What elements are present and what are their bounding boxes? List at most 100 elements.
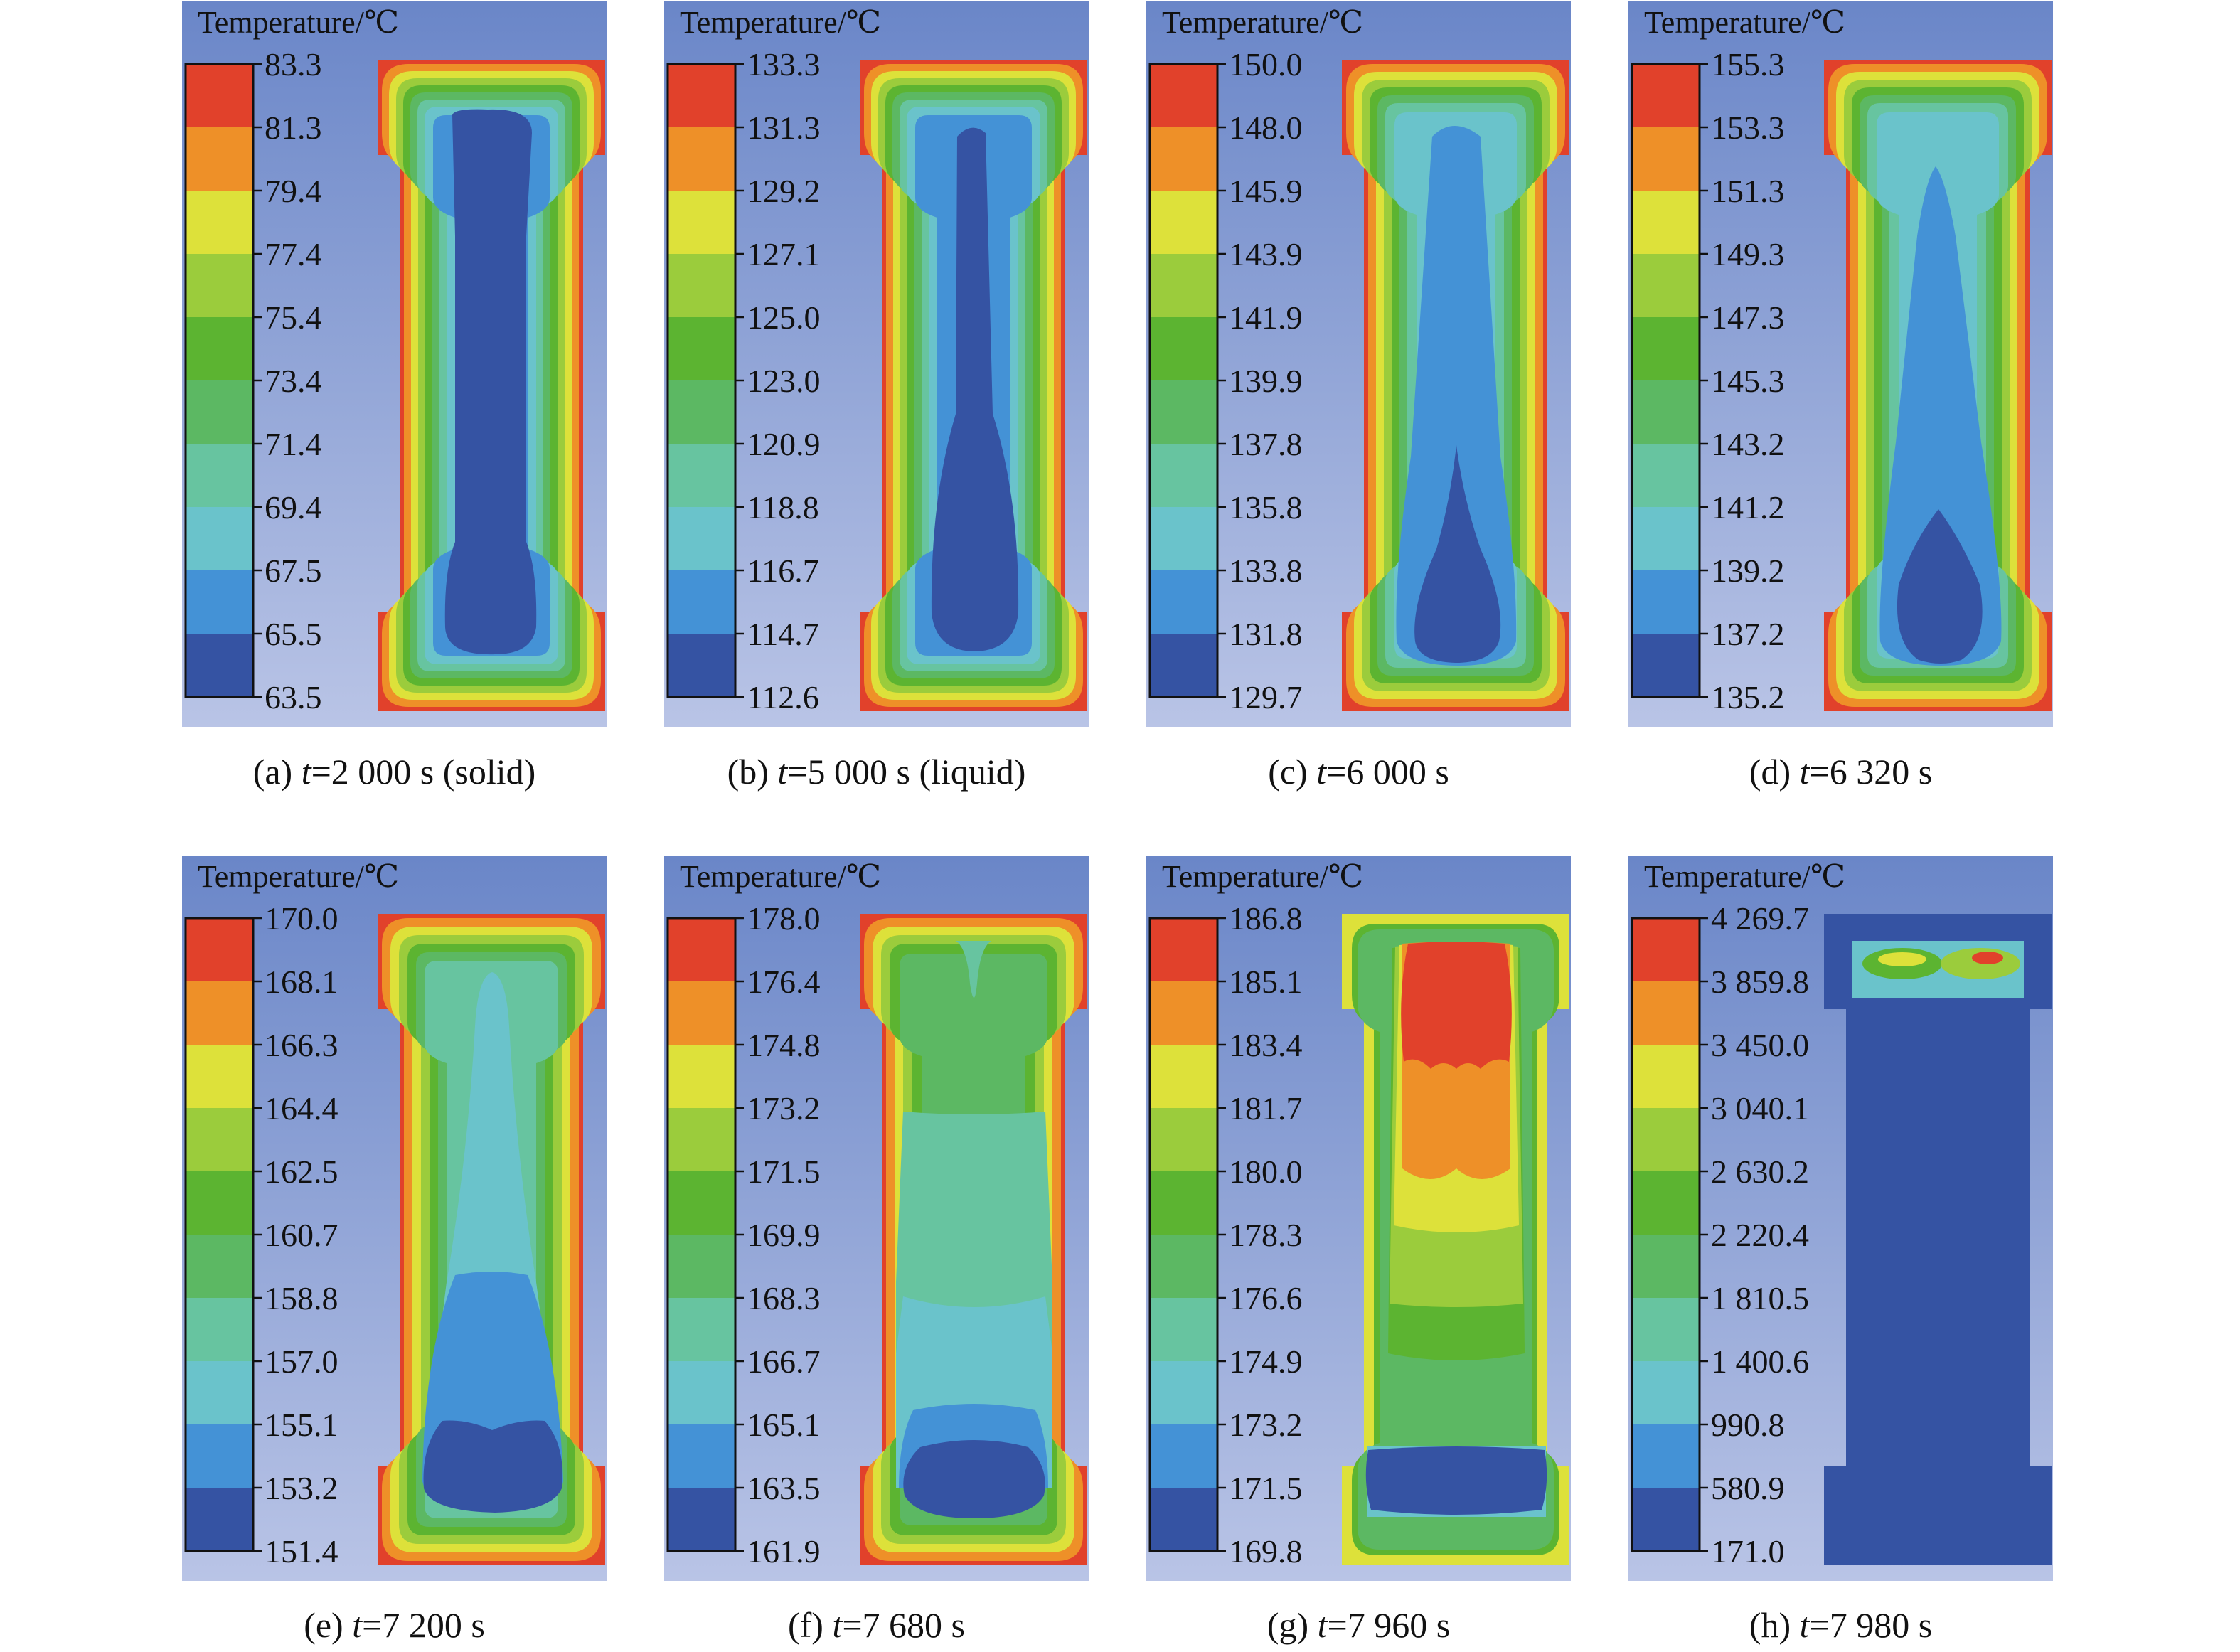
color-bar-band bbox=[1632, 507, 1700, 571]
color-bar-band bbox=[1150, 1361, 1217, 1425]
color-bar-band bbox=[1150, 127, 1217, 191]
tick-label: 173.2 bbox=[1229, 1407, 1303, 1443]
tick-label: 143.2 bbox=[1711, 426, 1785, 462]
color-bar-band bbox=[186, 1108, 253, 1172]
color-bar-band bbox=[186, 380, 253, 444]
color-bar-band bbox=[1632, 191, 1700, 255]
caption-value: =7 680 s bbox=[842, 1605, 965, 1645]
tick-label: 63.5 bbox=[265, 679, 322, 715]
contour-field bbox=[1824, 914, 2052, 1565]
tick-label: 141.2 bbox=[1711, 489, 1785, 526]
contour-field bbox=[378, 60, 605, 711]
caption-value: =7 980 s bbox=[1810, 1605, 1933, 1645]
panel-caption: (f) t=7 680 s bbox=[788, 1605, 965, 1645]
color-bar-band bbox=[186, 1045, 253, 1109]
panel-caption: (c) t=6 000 s bbox=[1268, 752, 1449, 792]
color-bar-band bbox=[1150, 64, 1217, 128]
tick-label: 3 859.8 bbox=[1711, 964, 1809, 1000]
panel-f: Temperature/℃ 178.0 176.4 174.8 173.2 171.5 16… bbox=[664, 856, 1089, 1581]
color-bar-band bbox=[1632, 1488, 1700, 1552]
color-bar-band bbox=[1150, 380, 1217, 444]
color-bar-band bbox=[668, 254, 735, 318]
color-bar-band bbox=[186, 317, 253, 381]
caption-prefix: (e) bbox=[304, 1605, 352, 1645]
color-bar-band bbox=[1632, 127, 1700, 191]
tick-label: 174.9 bbox=[1229, 1343, 1303, 1380]
color-bar-band bbox=[668, 918, 735, 982]
color-bar-band bbox=[186, 507, 253, 571]
tick-label: 1 810.5 bbox=[1711, 1280, 1809, 1316]
color-bar-band bbox=[1150, 1235, 1217, 1299]
color-bar-band bbox=[186, 1488, 253, 1552]
color-bar: 170.0 168.1 166.3 164.4 162.5 160.7 158.8 157.0… bbox=[184, 900, 338, 1570]
color-bar-band bbox=[668, 1108, 735, 1172]
legend-title: Temperature/℃ bbox=[198, 5, 399, 40]
tick-label: 145.3 bbox=[1711, 363, 1785, 399]
tick-label: 169.9 bbox=[747, 1217, 821, 1253]
tick-label: 129.7 bbox=[1229, 679, 1303, 715]
tick-label: 160.7 bbox=[265, 1217, 338, 1253]
color-bar-band bbox=[1150, 634, 1217, 698]
color-bar: 150.0 148.0 145.9 143.9 141.9 139.9 137.8 135.8… bbox=[1148, 46, 1303, 715]
contour-field bbox=[860, 60, 1087, 711]
tick-label: 145.9 bbox=[1229, 173, 1303, 209]
color-bar-band bbox=[1632, 570, 1700, 634]
tick-label: 165.1 bbox=[747, 1407, 821, 1443]
tick-label: 178.0 bbox=[747, 900, 821, 937]
color-bar-band bbox=[668, 64, 735, 128]
color-bar-band bbox=[186, 1361, 253, 1425]
tick-label: 990.8 bbox=[1711, 1407, 1785, 1443]
contour-core bbox=[931, 127, 1019, 652]
legend-title: Temperature/℃ bbox=[1644, 859, 1845, 894]
caption-variable: t bbox=[1318, 1605, 1328, 1645]
color-bar-band bbox=[186, 918, 253, 982]
panel-c: Temperature/℃ 150.0 148.0 145.9 143.9 141.9 13… bbox=[1146, 1, 1571, 727]
contour-band bbox=[1396, 126, 1517, 666]
color-bar-band bbox=[1150, 1298, 1217, 1362]
caption-value: =2 000 s (solid) bbox=[311, 752, 536, 792]
panel-caption: (b) t=5 000 s (liquid) bbox=[727, 752, 1026, 792]
tick-label: 133.3 bbox=[747, 46, 821, 82]
tick-label: 171.0 bbox=[1711, 1533, 1785, 1570]
tick-label: 133.8 bbox=[1229, 553, 1303, 589]
contour-band bbox=[1879, 166, 2002, 666]
color-bar-band bbox=[668, 1045, 735, 1109]
color-bar-band bbox=[1150, 918, 1217, 982]
contour-field bbox=[860, 914, 1087, 1565]
tick-label: 135.2 bbox=[1711, 679, 1785, 715]
color-bar-band bbox=[1150, 444, 1217, 508]
color-bar-band bbox=[668, 570, 735, 634]
tick-label: 2 630.2 bbox=[1711, 1153, 1809, 1190]
panel-caption: (e) t=7 200 s bbox=[304, 1605, 485, 1645]
color-bar-band bbox=[1632, 918, 1700, 982]
tick-label: 183.4 bbox=[1229, 1027, 1303, 1063]
tick-label: 137.8 bbox=[1229, 426, 1303, 462]
tick-label: 71.4 bbox=[265, 426, 322, 462]
color-bar-band bbox=[668, 634, 735, 698]
panel-b: Temperature/℃ 133.3 131.3 129.2 127.1 125.0 12… bbox=[664, 1, 1089, 727]
color-bar-band bbox=[1632, 444, 1700, 508]
legend-title: Temperature/℃ bbox=[1162, 5, 1363, 40]
color-bar-band bbox=[186, 191, 253, 255]
color-bar: 83.3 81.3 79.4 77.4 75.4 73.4 71.4 69.4 67.5 65.5… bbox=[184, 46, 322, 715]
tick-label: 3 040.1 bbox=[1711, 1090, 1809, 1126]
color-bar-band bbox=[668, 981, 735, 1045]
tick-label: 163.5 bbox=[747, 1470, 821, 1506]
color-bar-band bbox=[1150, 1108, 1217, 1172]
tick-label: 3 450.0 bbox=[1711, 1027, 1809, 1063]
color-bar-band bbox=[1632, 1424, 1700, 1488]
legend-title: Temperature/℃ bbox=[1644, 5, 1845, 40]
color-bar-band bbox=[186, 127, 253, 191]
tick-label: 143.9 bbox=[1229, 236, 1303, 272]
tick-label: 139.9 bbox=[1229, 363, 1303, 399]
tick-label: 164.4 bbox=[265, 1090, 338, 1126]
tick-label: 137.2 bbox=[1711, 616, 1785, 652]
tick-label: 176.4 bbox=[747, 964, 821, 1000]
tick-label: 114.7 bbox=[747, 616, 819, 652]
color-bar: 133.3 131.3 129.2 127.1 125.0 123.0 120.9 118.8… bbox=[666, 46, 821, 715]
color-bar-band bbox=[1632, 634, 1700, 698]
color-bar: 186.8 185.1 183.4 181.7 180.0 178.3 176.6 174.9… bbox=[1148, 900, 1303, 1570]
tick-label: 170.0 bbox=[265, 900, 338, 937]
caption-prefix: (h) bbox=[1749, 1605, 1800, 1645]
tick-label: 151.3 bbox=[1711, 173, 1785, 209]
